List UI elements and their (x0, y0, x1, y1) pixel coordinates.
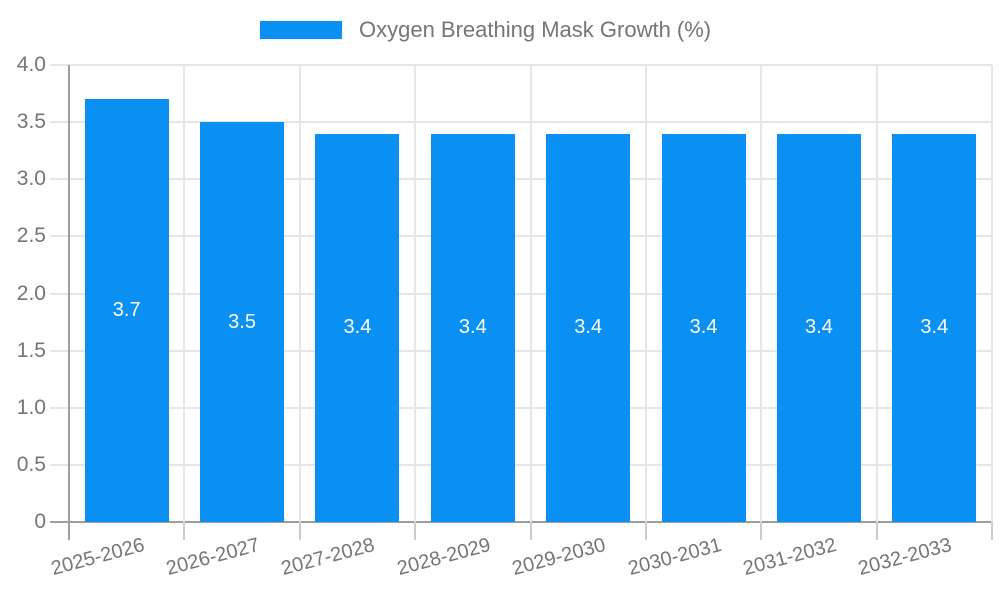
gridline-vertical (529, 65, 532, 522)
legend-swatch (260, 21, 342, 39)
bar: 3.4 (546, 133, 631, 522)
bar: 3.4 (430, 133, 515, 522)
gridline-horizontal (50, 178, 992, 181)
x-axis-tick (529, 522, 532, 540)
gridline-horizontal (50, 235, 992, 238)
bar: 3.4 (892, 133, 977, 522)
x-axis-tick (298, 522, 301, 540)
bar-value-label: 3.7 (112, 299, 141, 322)
gridline-horizontal (50, 463, 992, 466)
y-axis-tick-label: 2.0 (16, 281, 46, 305)
x-axis-tick (875, 522, 878, 540)
bar: 3.4 (776, 133, 861, 522)
gridline-vertical (414, 65, 417, 522)
gridline-horizontal (50, 349, 992, 352)
legend-label: Oxygen Breathing Mask Growth (%) (359, 17, 712, 42)
x-axis-line (50, 521, 992, 523)
y-axis-tick-label: 0 (34, 510, 46, 533)
gridline-vertical (183, 65, 186, 522)
gridline-horizontal (50, 121, 992, 124)
gridline-horizontal (50, 406, 992, 409)
y-axis-tick-label: 4.0 (16, 53, 46, 76)
bar: 3.4 (661, 133, 746, 522)
bar-value-label: 3.4 (689, 316, 718, 339)
bar-value-label: 3.4 (458, 316, 487, 339)
gridline-horizontal (50, 64, 992, 66)
bar-value-label: 3.4 (805, 316, 833, 339)
gridline-vertical (298, 65, 301, 522)
bar: 3.7 (84, 99, 169, 522)
gridline-horizontal (50, 292, 992, 295)
gridline-vertical (760, 65, 763, 522)
y-axis-tick-label: 1.0 (16, 395, 46, 419)
y-axis-tick-label: 1.5 (16, 338, 46, 362)
bar: 3.4 (315, 133, 400, 522)
legend: Oxygen Breathing Mask Growth (%) (260, 17, 711, 43)
x-axis-tick (991, 522, 993, 540)
bar: 3.5 (200, 122, 285, 522)
y-axis-line (68, 65, 70, 540)
y-axis-tick-label: 2.5 (16, 224, 46, 248)
x-axis-tick (644, 522, 647, 540)
y-axis-tick-label: 3.0 (16, 167, 46, 191)
gridline-vertical (875, 65, 878, 522)
bar-value-label: 3.5 (228, 310, 256, 333)
x-axis-tick (183, 522, 186, 540)
bar-value-label: 3.4 (574, 316, 603, 339)
bar-value-label: 3.4 (343, 316, 372, 339)
x-axis-tick (760, 522, 763, 540)
gridline-vertical (991, 65, 993, 522)
x-axis-tick (414, 522, 417, 540)
bar-value-label: 3.4 (920, 316, 949, 339)
gridline-vertical (644, 65, 647, 522)
y-axis-tick-label: 3.5 (16, 110, 46, 134)
y-axis-tick-label: 0.5 (16, 452, 46, 476)
